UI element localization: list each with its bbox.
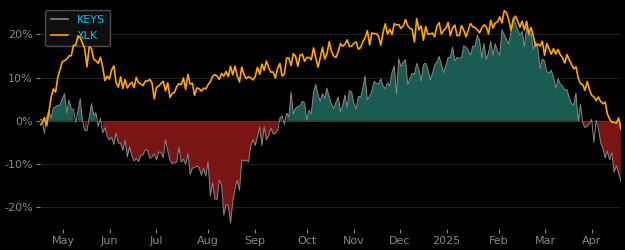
Legend: KEYS, XLK: KEYS, XLK — [46, 10, 110, 46]
